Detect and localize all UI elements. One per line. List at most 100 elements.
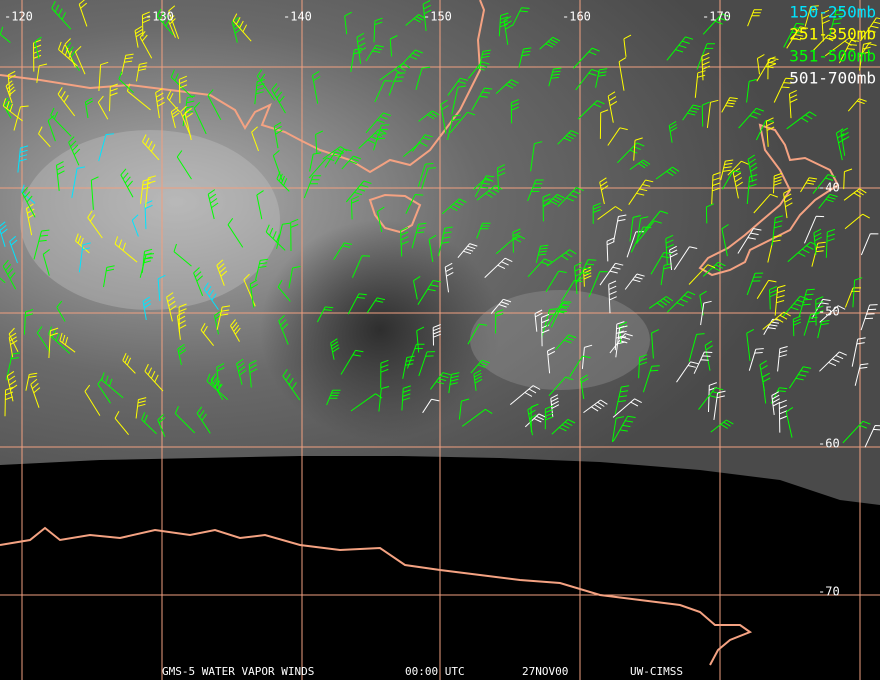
wind-barb [542, 193, 551, 222]
wind-barb [97, 95, 109, 120]
wind-barb [811, 241, 826, 267]
wind-barb [42, 249, 50, 276]
wind-barb [722, 170, 742, 190]
wind-barb [461, 408, 493, 427]
wind-barb [767, 56, 776, 80]
longitude-label: -130 [145, 10, 174, 24]
wind-barb [777, 346, 788, 372]
wind-barb [539, 36, 561, 50]
wind-barb [774, 284, 786, 316]
wind-barb [746, 272, 764, 296]
wind-barb [665, 234, 674, 265]
footer-date: 27NOV00 [522, 665, 568, 678]
wind-barb [415, 66, 431, 91]
wind-barb [638, 354, 648, 379]
wind-barb [478, 49, 491, 69]
wind-barb [575, 259, 597, 285]
wind-barb [5, 80, 16, 104]
wind-barb [166, 292, 177, 322]
wind-barb [400, 226, 409, 257]
wind-barb [2, 98, 23, 122]
wind-barb [737, 228, 762, 254]
wind-barb [429, 372, 451, 390]
wind-barb [417, 163, 434, 187]
wind-barb [142, 296, 152, 320]
wind-barb [157, 274, 166, 301]
wind-barb [606, 237, 615, 262]
wind-barb [535, 244, 549, 263]
wind-barb [702, 261, 726, 277]
wind-barb [315, 130, 324, 154]
wind-barb [441, 198, 467, 215]
wind-barb [825, 228, 836, 258]
wind-barb [373, 17, 383, 43]
new-zealand-coast [698, 123, 840, 277]
wind-barb [474, 175, 495, 198]
wind-barb [669, 245, 678, 271]
wind-barb [747, 9, 762, 27]
wind-barb [543, 193, 565, 207]
wind-barb [815, 296, 824, 326]
wind-barb [0, 221, 8, 247]
wind-barb [541, 313, 550, 347]
wind-barb [843, 168, 853, 190]
latitude-label: -40 [818, 181, 840, 195]
wind-barb [628, 179, 654, 205]
wind-barb [177, 343, 186, 366]
wind-barb [25, 203, 36, 236]
wind-barb [706, 99, 719, 128]
wind-barb [256, 190, 264, 220]
wind-barb [438, 226, 453, 257]
wind-barb [701, 101, 710, 127]
wind-barb [548, 67, 562, 87]
longitude-label: -170 [702, 10, 731, 24]
legend-entry: 351-500mb [789, 47, 876, 66]
wind-barb [344, 11, 353, 35]
wind-barb [90, 176, 99, 210]
wind-barb [216, 259, 228, 286]
wind-barb [216, 305, 231, 330]
wind-barb [762, 311, 791, 330]
wind-barb [626, 231, 644, 258]
wind-barb [495, 309, 504, 334]
wind-barb [207, 189, 219, 220]
wind-barb [859, 42, 872, 71]
longitude-label: -120 [4, 10, 33, 24]
wind-barb [207, 89, 222, 121]
wind-barb [698, 387, 724, 410]
wind-barb [473, 369, 483, 391]
wind-barb [418, 351, 436, 377]
wind-barb [636, 220, 662, 244]
wind-barb [746, 174, 758, 205]
wind-barb [273, 121, 283, 149]
wind-barb [765, 117, 775, 147]
wind-barb [581, 344, 593, 369]
wind-barb [78, 0, 88, 27]
wind-barb [193, 101, 207, 135]
wind-barb [470, 359, 490, 374]
wind-barb [651, 329, 660, 359]
wind-barb [530, 141, 543, 172]
wind-barb [333, 242, 353, 261]
wind-barb [379, 62, 411, 81]
wind-barb [326, 389, 341, 406]
wind-barb [484, 257, 513, 278]
wind-barb [416, 326, 425, 353]
wind-barb [555, 334, 577, 351]
wind-barb [782, 295, 808, 317]
wind-barb [490, 298, 512, 315]
wind-barb [121, 53, 134, 75]
wind-barb [693, 351, 713, 374]
wind-barb [617, 142, 645, 164]
wind-barb [804, 5, 819, 27]
wind-barb [648, 296, 674, 309]
wind-barb [350, 195, 360, 220]
wind-barb [668, 120, 678, 143]
wind-barb [356, 32, 367, 64]
wind-barbs [0, 0, 880, 448]
wind-barb [23, 309, 34, 335]
wind-barb [168, 5, 180, 39]
wind-barb [676, 361, 699, 383]
